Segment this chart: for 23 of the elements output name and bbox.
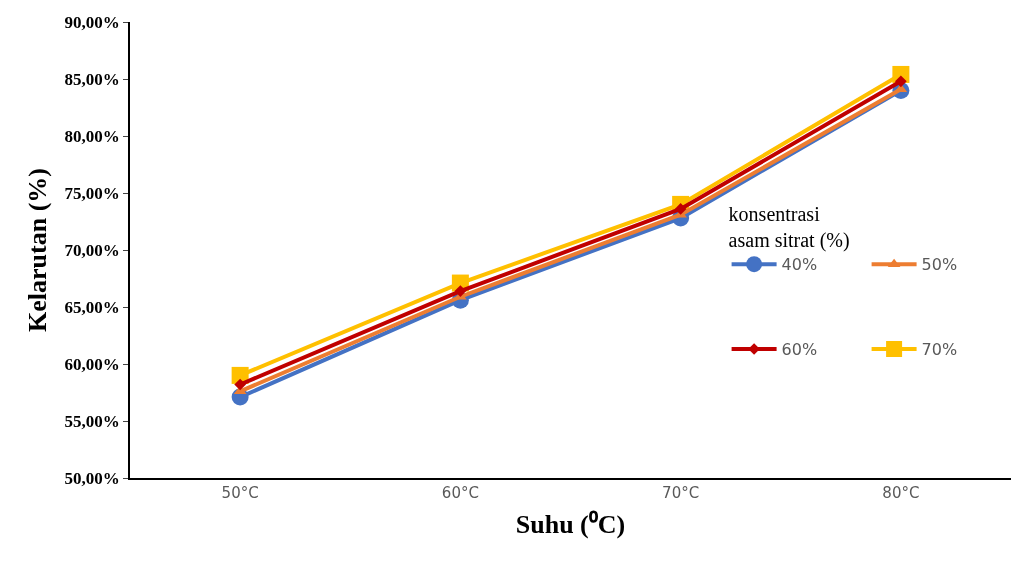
point (895, 75, 907, 88)
y-tick-label: 60,00% (64, 354, 120, 374)
x-tick-label: 60°C (441, 483, 479, 502)
legend-label: 70% (921, 340, 958, 360)
point (234, 378, 246, 391)
y-tick-label: 55,00% (64, 411, 120, 431)
legend-title: konsentrasi asam sitrat (%) (728, 203, 850, 253)
legend-label: 60% (781, 340, 818, 360)
x-tick-label: 50°C (221, 483, 259, 502)
x-axis-title: Suhu (⁰C) (515, 509, 626, 539)
y-tick-label: 85,00% (64, 69, 120, 89)
legend-label: 50% (921, 255, 958, 275)
y-tick-label: 50,00% (64, 468, 120, 488)
y-axis-title: Kelarutan (%) (23, 168, 53, 332)
y-tick-label: 75,00% (64, 183, 120, 203)
y-tick-label: 80,00% (64, 126, 120, 146)
x-tick-label: 80°C (882, 483, 920, 502)
x-tick-label: 70°C (662, 483, 700, 502)
legend-label: 40% (781, 255, 818, 275)
y-tick-label: 90,00% (64, 12, 120, 32)
y-tick-label: 70,00% (64, 240, 120, 260)
y-tick-label: 65,00% (64, 297, 120, 317)
point (454, 285, 467, 297)
